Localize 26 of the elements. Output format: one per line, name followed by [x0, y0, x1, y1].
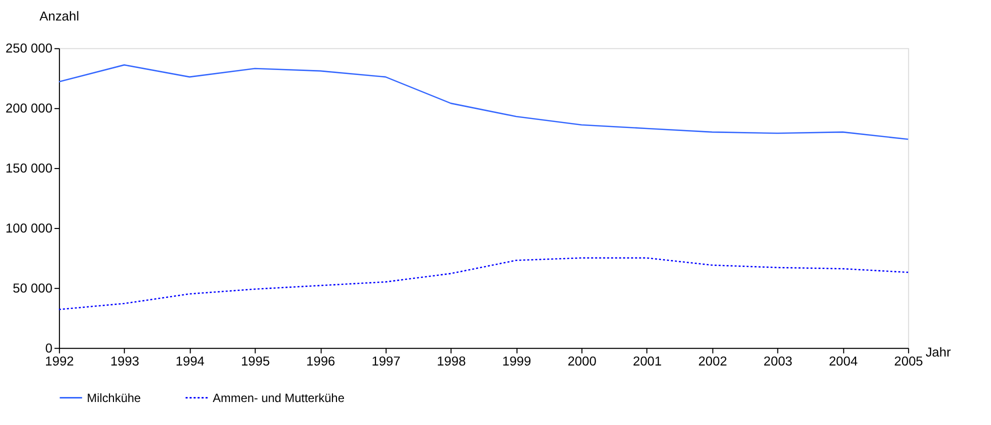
- x-tick-label: 2002: [698, 353, 728, 368]
- x-tick-label: 1994: [176, 353, 205, 368]
- y-tick-label: 200 000: [6, 100, 52, 116]
- x-tick-label: 2000: [568, 353, 596, 368]
- x-tick-label: 1998: [436, 353, 466, 368]
- y-tick-label: 100 000: [6, 220, 52, 236]
- x-tick-label: 1993: [110, 353, 140, 368]
- x-tick-label: 1997: [372, 353, 400, 368]
- x-tick-label: 2003: [764, 353, 792, 368]
- x-axis-title: Jahr: [926, 344, 952, 360]
- x-tick-label: 2001: [632, 353, 662, 368]
- x-tick-label: 1992: [45, 353, 74, 368]
- x-tick-label: 1996: [306, 353, 336, 368]
- x-tick-label: 2005: [894, 353, 924, 368]
- x-tick-label: 1999: [502, 353, 532, 368]
- y-tick-label: 50 000: [12, 280, 52, 296]
- y-tick-label: 0: [45, 340, 52, 356]
- x-tick-label: 1995: [240, 353, 270, 368]
- line-series: [58, 257, 909, 310]
- y-tick-label: 250 000: [6, 40, 52, 56]
- legend-label: Ammen- und Mutterkühe: [212, 390, 345, 405]
- legend-label: Milchkühe: [86, 390, 142, 405]
- y-tick-label: 150 000: [6, 160, 52, 176]
- y-axis-title: Anzahl: [39, 8, 80, 24]
- x-tick-label: 2004: [828, 353, 858, 368]
- line-series: [58, 64, 909, 140]
